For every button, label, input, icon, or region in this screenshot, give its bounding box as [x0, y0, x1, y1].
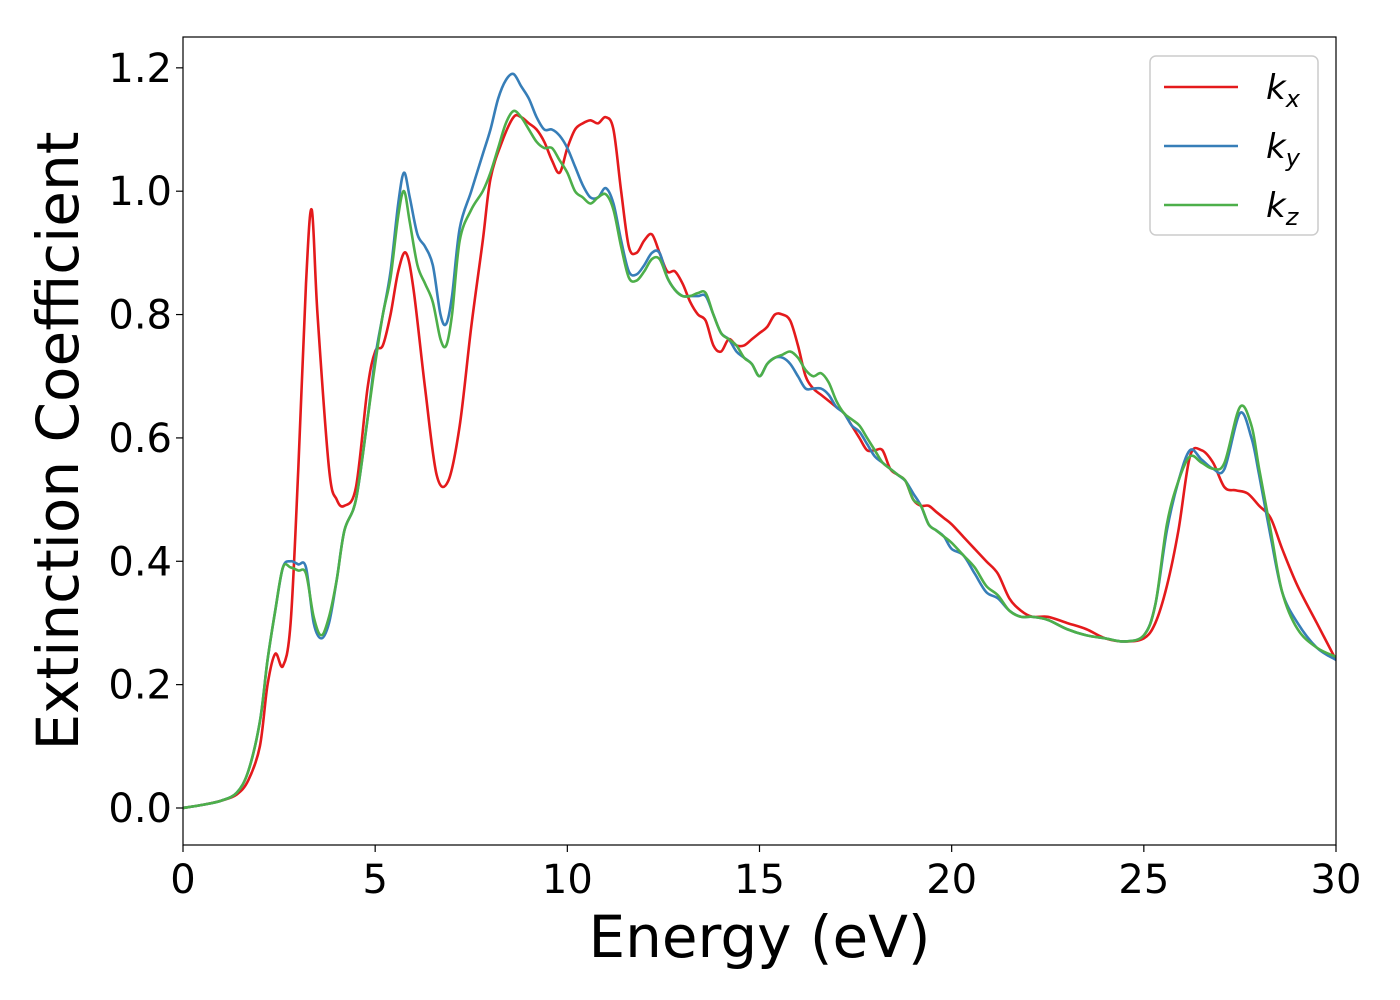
y-tick-label: 0.8	[108, 293, 172, 339]
legend-label-x: kx	[1266, 68, 1301, 113]
series-layer	[183, 72, 1336, 810]
y-axis: 0.0 0.2 0.4 0.6 0.8 1.0 1.2	[108, 46, 183, 832]
x-tick-label: 25	[1118, 857, 1169, 903]
y-tick-label: 0.0	[108, 786, 172, 832]
x-tick-label: 10	[542, 857, 593, 903]
y-axis-title: Extinction Coefficient	[24, 132, 92, 751]
y-tick-label: 1.2	[108, 46, 172, 92]
y-tick-label: 1.0	[108, 169, 172, 215]
legend-label-y: ky	[1266, 127, 1301, 172]
x-axis: 0 5 10 15 20 25 30	[170, 845, 1361, 903]
series-line-x	[183, 113, 1336, 810]
x-tick-label: 30	[1311, 857, 1362, 903]
x-tick-label: 5	[362, 857, 387, 903]
x-tick-label: 0	[170, 857, 195, 903]
series-line-z	[183, 109, 1336, 810]
x-axis-title: Energy (eV)	[588, 903, 930, 971]
legend-label-z: kz	[1266, 186, 1300, 231]
y-tick-label: 0.6	[108, 416, 172, 462]
x-tick-label: 20	[926, 857, 977, 903]
y-tick-label: 0.4	[108, 539, 172, 585]
y-tick-label: 0.2	[108, 663, 172, 709]
legend: kx ky kz	[1149, 55, 1319, 236]
x-tick-label: 15	[734, 857, 785, 903]
